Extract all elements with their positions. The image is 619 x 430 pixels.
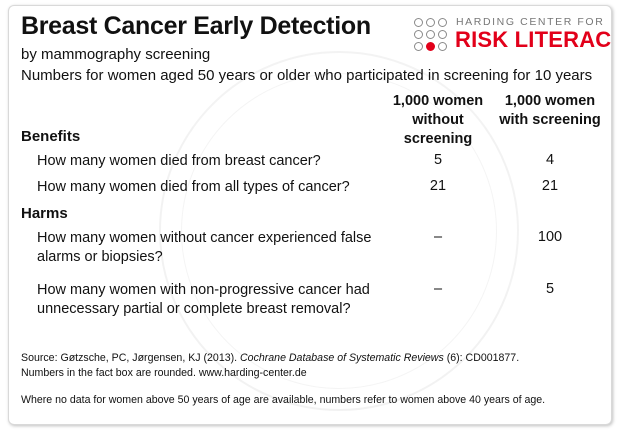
harm-question: How many women with non-progressive canc… (37, 282, 370, 317)
benefit-question: How many women died from all types of ca… (37, 179, 350, 195)
age-note: Where no data for women above 50 years o… (21, 394, 546, 406)
column-header-with: 1,000 women with screening (499, 93, 601, 128)
column-header-without: 1,000 women without screening (392, 93, 484, 147)
harm-value-with: 100 (537, 229, 563, 245)
benefit-value-with: 4 (545, 152, 555, 168)
population-description: Numbers for women aged 50 years or older… (21, 67, 593, 84)
benefit-question: How many women died from breast cancer? (37, 153, 321, 169)
benefit-value-with: 21 (541, 178, 559, 194)
harm-value-without: – (433, 281, 443, 297)
fact-box: Breast Cancer Early Detection by mammogr… (8, 5, 612, 425)
source-citation: Source: Gøtzsche, PC, Jørgensen, KJ (201… (21, 352, 520, 364)
logo-dots-icon (414, 18, 452, 54)
benefit-value-without: 21 (429, 178, 447, 194)
page-subtitle: by mammography screening (21, 46, 211, 63)
seal-watermark (159, 51, 519, 411)
rounding-note: Numbers in the fact box are rounded. www… (21, 367, 307, 379)
logo-main-text: RISK LITERACY (455, 27, 612, 52)
harding-center-logo: HARDING CENTER FOR RISK LITERACY (414, 16, 612, 56)
harm-value-with: 5 (545, 281, 555, 297)
benefit-value-without: 5 (433, 152, 443, 168)
journal-name: Cochrane Database of Systematic Reviews (240, 352, 444, 364)
harm-question: How many women without cancer experience… (37, 230, 372, 265)
logo-top-text: HARDING CENTER FOR (456, 16, 605, 28)
section-harms: Harms (21, 205, 68, 222)
harm-value-without: – (433, 229, 443, 245)
section-benefits: Benefits (21, 128, 81, 145)
page-title: Breast Cancer Early Detection (21, 12, 371, 40)
